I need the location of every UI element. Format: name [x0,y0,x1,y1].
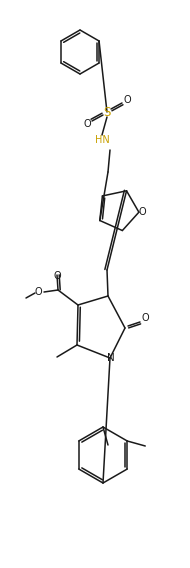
Text: N: N [107,353,115,363]
Text: O: O [34,287,42,297]
Text: O: O [83,119,91,129]
Text: HN: HN [95,135,109,145]
Text: O: O [138,207,146,217]
Text: S: S [103,106,111,119]
Text: O: O [141,313,149,323]
Text: O: O [123,95,131,105]
Text: O: O [53,271,61,281]
